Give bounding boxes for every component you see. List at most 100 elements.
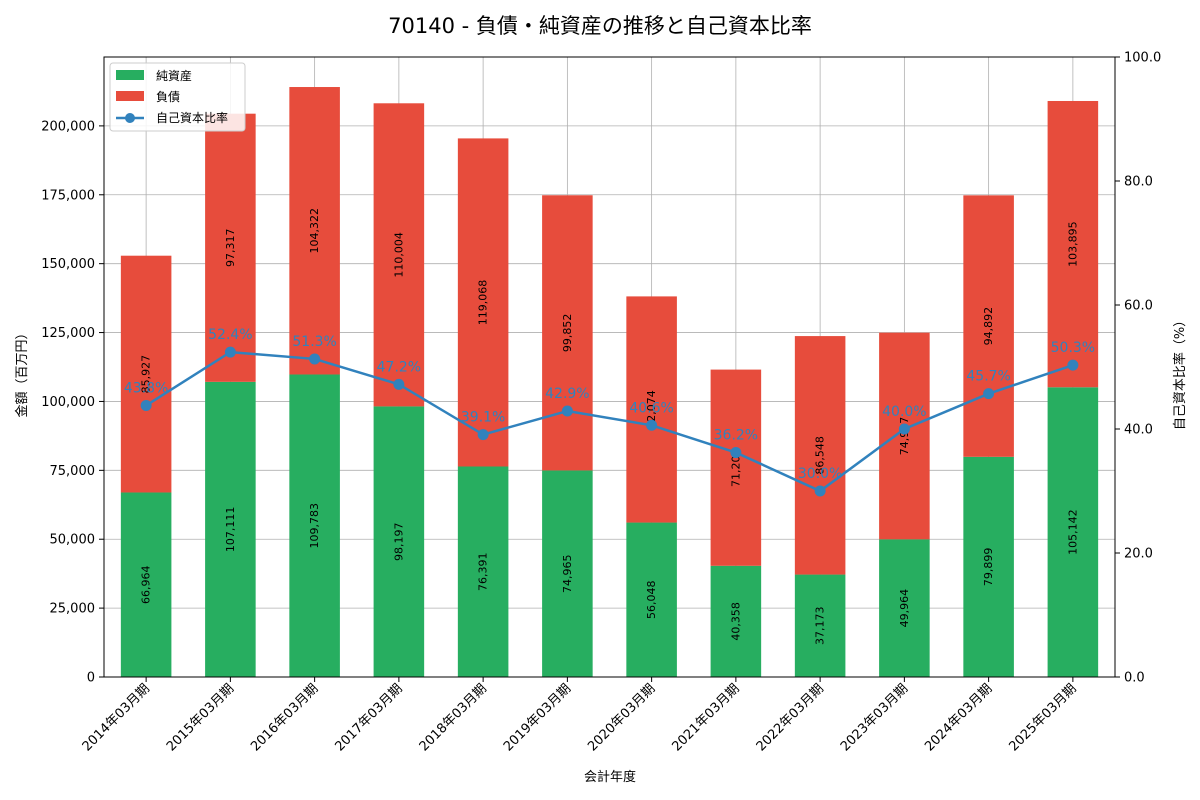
x-tick-label: 2025年03月期	[1006, 681, 1079, 754]
y2-tick-label: 20.0	[1124, 547, 1153, 562]
y-tick-label: 25,000	[50, 602, 96, 617]
bar-net-assets	[120, 492, 172, 677]
legend-marker-ratio	[125, 113, 135, 123]
bar-net-assets	[710, 565, 762, 677]
bar-label-liabilities: 82,074	[645, 390, 658, 429]
y-axis-title: 金額（百万円）	[14, 326, 30, 417]
legend-swatch-liabilities	[116, 91, 144, 101]
y-tick-label: 150,000	[41, 257, 95, 272]
bar-net-assets	[963, 456, 1014, 677]
y2-tick-label: 60.0	[1124, 299, 1153, 314]
bar-label-liabilities: 110,004	[392, 232, 405, 277]
bar-net-assets	[457, 466, 509, 677]
ratio-point	[730, 447, 742, 459]
y-tick-label: 100,000	[41, 395, 95, 410]
x-tick-label: 2014年03月期	[80, 681, 153, 754]
ratio-point	[646, 419, 658, 431]
bar-liabilities	[963, 195, 1014, 457]
ratio-point	[140, 399, 152, 411]
ratio-line	[145, 350, 1074, 493]
ratio-label: 47.2%	[377, 359, 421, 375]
ratio-point	[224, 346, 236, 358]
bar-label-liabilities: 104,322	[308, 208, 321, 254]
ratio-point	[393, 378, 405, 390]
y2-tick-label: 0.0	[1124, 671, 1145, 686]
bar-label-net-assets: 98,197	[392, 522, 405, 561]
ratio-point	[477, 429, 489, 441]
ratio-point	[561, 405, 573, 417]
bar-liabilities	[457, 138, 509, 467]
legend-label-net-assets: 純資産	[156, 68, 192, 83]
y2-tick-label: 100.0	[1124, 51, 1161, 66]
y2-tick-label: 80.0	[1124, 175, 1153, 190]
bar-label-layer: 66,964 85,927 107,111 97,317 109,783 104,322 9…	[140, 208, 1080, 645]
bar-layer	[120, 87, 1099, 677]
bar-liabilities	[1047, 100, 1099, 388]
bar-label-net-assets: 49,964	[898, 589, 911, 628]
bar-net-assets	[205, 381, 256, 677]
bar-net-assets	[879, 539, 930, 677]
bar-liabilities	[626, 296, 677, 523]
ratio-label: 51.3%	[292, 334, 336, 350]
y-tick-label: 50,000	[50, 533, 96, 548]
bar-label-net-assets: 66,964	[140, 565, 153, 604]
bar-net-assets	[794, 574, 846, 677]
bar-label-net-assets: 76,391	[477, 553, 490, 592]
bar-label-liabilities: 71,201	[729, 448, 742, 487]
legend-label-liabilities: 負債	[156, 89, 180, 104]
ratio-label: 50.3%	[1051, 340, 1095, 356]
x-tick-label: 2020年03月期	[585, 681, 658, 754]
x-tick-label: 2019年03月期	[501, 681, 574, 754]
bar-liabilities	[289, 87, 340, 375]
ratio-label: 40.6%	[629, 400, 673, 416]
bar-liabilities	[710, 369, 762, 566]
y-tick-label: 125,000	[41, 326, 95, 341]
bar-label-net-assets: 79,899	[982, 548, 995, 587]
ratio-label: 43.8%	[124, 380, 168, 396]
ratio-point	[983, 388, 995, 400]
y2-axis-title: 自己資本比率（%）	[1172, 314, 1188, 430]
legend-label-ratio: 自己資本比率	[156, 110, 228, 125]
plot-frame	[103, 56, 1116, 678]
x-tick-label: 2022年03月期	[754, 681, 827, 754]
y-tick-label: 0	[87, 671, 95, 686]
chart-title: 70140 - 負債・純資産の推移と自己資本比率	[388, 14, 812, 38]
bar-label-liabilities: 85,927	[140, 355, 153, 394]
bar-net-assets	[1047, 387, 1099, 677]
bar-liabilities	[205, 113, 256, 382]
x-tick-label: 2016年03月期	[248, 681, 321, 754]
bar-liabilities	[373, 103, 425, 407]
bar-label-liabilities: 86,548	[814, 436, 827, 475]
ratio-point	[309, 353, 321, 365]
x-tick-label: 2023年03月期	[838, 681, 911, 754]
legend: 純資産 負債 自己資本比率	[109, 62, 246, 132]
x-axis-title: 会計年度	[584, 769, 636, 785]
bar-label-net-assets: 105,142	[1066, 509, 1079, 555]
ratio-label: 52.4%	[208, 327, 252, 343]
x-tick-label: 2021年03月期	[669, 681, 742, 754]
bar-label-liabilities: 99,852	[561, 314, 574, 353]
x-tick-label: 2024年03月期	[922, 681, 995, 754]
x-tick-label: 2017年03月期	[332, 681, 405, 754]
ratio-label: 39.1%	[461, 410, 505, 426]
bar-label-liabilities: 119,068	[477, 280, 490, 326]
ratio-point	[1067, 359, 1079, 371]
bar-label-liabilities: 74,997	[898, 417, 911, 456]
bar-net-assets	[373, 406, 425, 677]
bar-net-assets	[542, 470, 593, 677]
ratio-label: 42.9%	[545, 386, 589, 402]
bar-label-net-assets: 40,358	[729, 602, 742, 641]
ratio-label: 45.7%	[966, 369, 1010, 385]
bar-label-net-assets: 56,048	[645, 581, 658, 620]
bar-label-liabilities: 97,317	[224, 229, 237, 268]
bar-liabilities	[879, 332, 930, 540]
ratio-label: 40.0%	[882, 404, 926, 420]
bar-net-assets	[289, 374, 340, 677]
bar-label-net-assets: 37,173	[814, 607, 827, 646]
bar-label-liabilities: 103,895	[1066, 221, 1079, 267]
ratio-point	[814, 485, 826, 497]
line-layer: 43.8% 52.4% 51.3% 47.2% 39.1% 42.9% 40.6% 36.2%…	[124, 327, 1095, 497]
x-tick-label: 2018年03月期	[417, 681, 490, 754]
